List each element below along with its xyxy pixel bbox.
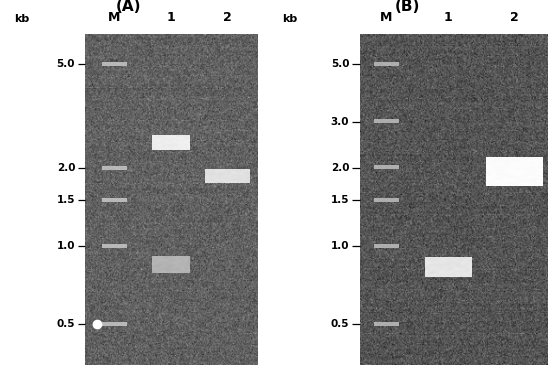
Text: 2.0: 2.0 — [56, 163, 75, 173]
Text: 2.0: 2.0 — [331, 163, 349, 173]
Text: (B): (B) — [394, 0, 420, 14]
Text: 1: 1 — [444, 11, 453, 24]
Text: 1.0: 1.0 — [331, 241, 349, 251]
Text: 5.0: 5.0 — [331, 59, 349, 69]
Text: kb: kb — [282, 14, 297, 24]
Text: 0.5: 0.5 — [56, 320, 75, 329]
Text: 2: 2 — [510, 11, 518, 24]
Text: 0.5: 0.5 — [331, 320, 349, 329]
Text: M: M — [108, 11, 120, 24]
Text: 5.0: 5.0 — [56, 59, 75, 69]
Text: 1.5: 1.5 — [331, 195, 349, 205]
Text: 3.0: 3.0 — [331, 117, 349, 127]
Text: kb: kb — [13, 14, 29, 24]
Text: M: M — [380, 11, 392, 24]
Text: 1: 1 — [167, 11, 176, 24]
Text: 2: 2 — [224, 11, 232, 24]
Text: 1.5: 1.5 — [56, 195, 75, 205]
Text: 1.0: 1.0 — [56, 241, 75, 251]
Text: (A): (A) — [115, 0, 141, 14]
